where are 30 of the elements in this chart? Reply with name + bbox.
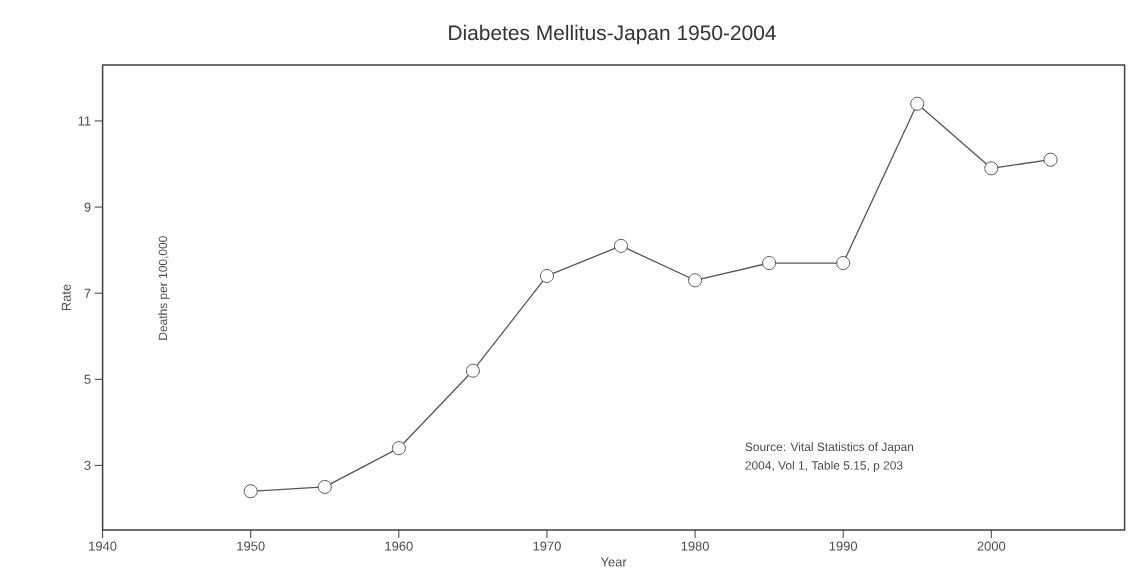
annotation: 2004, Vol 1, Table 5.15, p 203 xyxy=(745,460,903,473)
x-tick-label: 1940 xyxy=(89,541,117,551)
point xyxy=(984,161,999,176)
chart-title: Diabetes Mellitus-Japan 1950-2004 xyxy=(449,24,776,45)
x-axis-title: Year xyxy=(600,557,627,567)
point xyxy=(539,268,554,283)
y-tick-label: 7 xyxy=(84,288,91,298)
x-tick-label: 1980 xyxy=(681,541,709,551)
point xyxy=(391,441,406,456)
x-tick-label: 2000 xyxy=(977,541,1006,551)
y-tick-label: 11 xyxy=(78,116,91,126)
point xyxy=(762,256,777,271)
point xyxy=(1043,152,1058,167)
point xyxy=(910,96,925,111)
x-tick-label: 1950 xyxy=(237,541,265,551)
point xyxy=(836,256,851,271)
y-tick-label: 9 xyxy=(84,202,91,212)
y-tick-label: 3 xyxy=(84,460,91,470)
annotation: Deaths per 100,000 xyxy=(158,236,170,340)
annotation: Source: Vital Statistics of Japan xyxy=(745,442,914,454)
point xyxy=(465,363,480,378)
y-axis-title: Rate xyxy=(61,284,71,311)
x-tick-label: 1990 xyxy=(829,541,858,551)
point xyxy=(688,273,703,288)
point xyxy=(317,479,332,494)
point xyxy=(243,484,258,499)
y-tick-label: 5 xyxy=(84,374,91,384)
point xyxy=(614,238,629,253)
x-tick-label: 1960 xyxy=(385,541,413,551)
x-tick-label: 1970 xyxy=(533,541,561,551)
